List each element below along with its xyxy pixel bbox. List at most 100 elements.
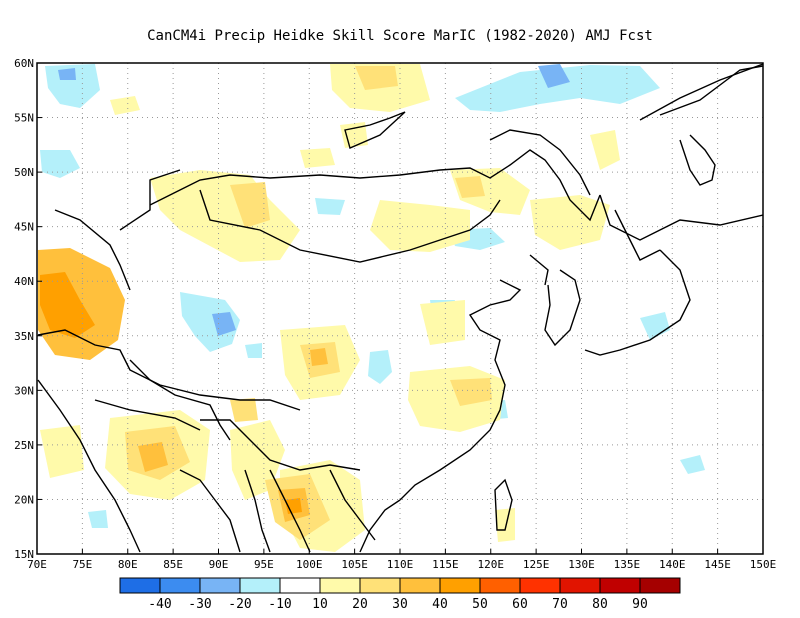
lon-tick-label: 105E — [341, 558, 368, 571]
positive-skill-patch — [495, 508, 515, 542]
lon-tick-label: 85E — [163, 558, 183, 571]
country-border — [329, 469, 376, 541]
colorbar-label: 60 — [512, 597, 528, 612]
colorbar-label: -20 — [228, 597, 251, 612]
colorbar-label: 90 — [632, 597, 648, 612]
colorbar-swatch — [159, 577, 201, 594]
skill-field-layer — [38, 64, 705, 552]
colorbar-swatch — [239, 577, 281, 594]
country-border — [200, 419, 361, 471]
positive-skill-patch — [370, 200, 470, 252]
colorbar-label: 70 — [552, 597, 568, 612]
negative-skill-patch — [58, 68, 76, 80]
lon-tick-label: 95E — [254, 558, 274, 571]
lon-tick-label: 130E — [568, 558, 595, 571]
positive-skill-patch — [300, 148, 335, 168]
colorbar-swatch — [479, 577, 521, 594]
coastline — [399, 279, 522, 501]
lon-tick-label: 145E — [704, 558, 731, 571]
coastline — [179, 469, 241, 553]
lon-tick-label: 135E — [614, 558, 641, 571]
lat-tick-label: 45N — [14, 221, 34, 234]
negative-skill-patch — [88, 510, 108, 528]
coastline — [679, 134, 716, 186]
colorbar-swatch — [279, 577, 321, 594]
lon-tick-label: 90E — [209, 558, 229, 571]
boundary-lines — [37, 63, 763, 553]
positive-skill-patch — [590, 130, 620, 170]
colorbar-label: 40 — [432, 597, 448, 612]
lon-tick-label: 75E — [72, 558, 92, 571]
positive-skill-patch — [40, 272, 95, 338]
coastline — [599, 194, 763, 241]
colorbar-label: -30 — [188, 597, 211, 612]
colorbar-label: -40 — [148, 597, 171, 612]
colorbar-label: 80 — [592, 597, 608, 612]
lon-tick-label: 110E — [387, 558, 414, 571]
positive-skill-patch — [138, 442, 168, 472]
lat-tick-label: 40N — [14, 275, 34, 288]
positive-skill-patch — [230, 398, 258, 422]
negative-skill-patch — [40, 150, 80, 178]
colorbar: -40 -30 -20 -10 10 20 30 40 50 60 70 80 90 — [119, 577, 681, 612]
lon-tick-label: 70E — [27, 558, 47, 571]
lat-tick-label: 25N — [14, 439, 34, 452]
country-border — [37, 329, 301, 411]
colorbar-swatch — [519, 577, 561, 594]
lon-tick-label: 120E — [478, 558, 505, 571]
negative-skill-patch — [45, 64, 100, 108]
lon-tick-label: 125E — [523, 558, 550, 571]
coastline — [344, 111, 406, 149]
lat-tick-label: 20N — [14, 493, 34, 506]
negative-skill-patch — [180, 292, 240, 352]
country-border — [94, 399, 201, 431]
coastline — [359, 499, 401, 553]
positive-skill-patch — [230, 182, 270, 228]
coastline — [244, 469, 271, 553]
coastline — [659, 65, 763, 116]
positive-skill-patch — [340, 122, 368, 148]
lon-tick-label: 100E — [296, 558, 323, 571]
positive-skill-patch — [530, 195, 610, 250]
negative-skill-patch — [315, 198, 345, 215]
colorbar-label: 50 — [472, 597, 488, 612]
lat-tick-label: 30N — [14, 384, 34, 397]
negative-skill-patch — [368, 350, 392, 384]
country-border — [54, 209, 131, 291]
lat-tick-label: 60N — [14, 57, 34, 70]
country-border — [489, 129, 591, 196]
positive-skill-patch — [455, 176, 485, 198]
country-border — [269, 469, 311, 553]
positive-skill-patch — [450, 378, 492, 406]
positive-skill-patch — [310, 348, 328, 366]
colorbar-swatch — [599, 577, 641, 594]
positive-skill-patch — [110, 96, 140, 115]
colorbar-swatch — [319, 577, 361, 594]
colorbar-swatch — [639, 577, 681, 594]
country-border — [129, 359, 231, 441]
colorbar-swatch — [119, 577, 161, 594]
negative-skill-patch — [680, 455, 705, 474]
lon-tick-label: 140E — [659, 558, 686, 571]
colorbar-label: 30 — [392, 597, 408, 612]
colorbar-label: 20 — [352, 597, 368, 612]
colorbar-swatch — [399, 577, 441, 594]
colorbar-label: 10 — [312, 597, 328, 612]
positive-skill-patch — [40, 425, 84, 478]
coastline — [584, 249, 691, 356]
axis-ticks: 70E 75E 80E 85E 90E 95E 100E 105E 110E 115E 120E 12… — [14, 57, 776, 571]
colorbar-swatch — [439, 577, 481, 594]
positive-skill-patch — [355, 66, 398, 90]
coastline — [544, 269, 581, 347]
lon-tick-label: 80E — [118, 558, 138, 571]
chart-title: CanCM4i Precip Heidke Skill Score MarIC … — [147, 28, 653, 44]
lat-tick-label: 15N — [14, 548, 34, 561]
colorbar-label: -10 — [268, 597, 291, 612]
negative-skill-patch — [455, 65, 660, 112]
lat-tick-label: 35N — [14, 330, 34, 343]
positive-skill-patch — [150, 170, 300, 262]
country-border — [199, 189, 501, 263]
coastline — [37, 379, 141, 553]
lon-tick-label: 150E — [750, 558, 777, 571]
